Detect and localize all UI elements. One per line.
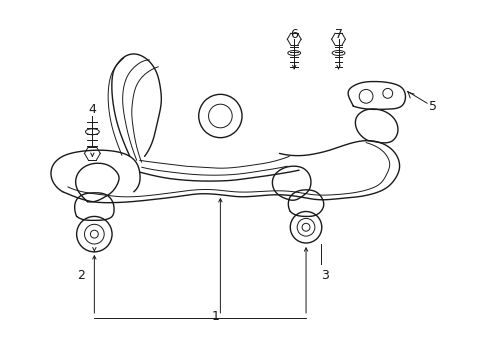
Text: 7: 7 [334,28,342,41]
Text: 3: 3 [320,269,328,282]
Text: 1: 1 [211,310,219,323]
Text: 2: 2 [77,269,84,282]
Text: 6: 6 [290,28,298,41]
Text: 5: 5 [428,100,436,113]
Text: 4: 4 [88,103,96,116]
